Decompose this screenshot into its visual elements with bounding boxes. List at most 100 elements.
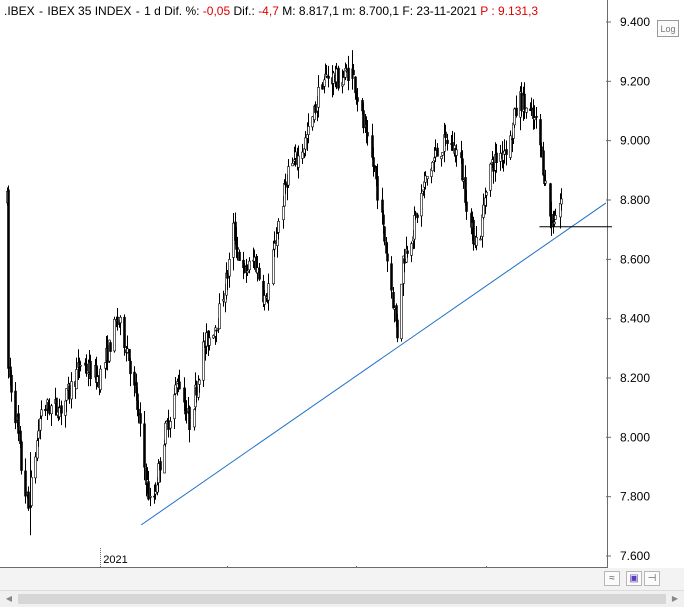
low-value: 8.700,1: [358, 4, 400, 18]
log-scale-button[interactable]: Log: [657, 20, 679, 37]
candle-body: [215, 329, 218, 332]
candle-body: [485, 191, 488, 196]
candle-body: [198, 379, 201, 385]
candle-body: [413, 215, 416, 240]
candle-body: [17, 413, 20, 434]
candle-body: [406, 250, 409, 254]
candle-body: [37, 430, 40, 439]
candle-body: [126, 348, 129, 353]
candle-body: [441, 152, 444, 156]
candle-body: [226, 273, 229, 279]
candle-body: [159, 461, 162, 471]
candle-body: [193, 409, 196, 428]
candle-body: [40, 409, 43, 417]
candle-body: [327, 75, 330, 79]
candle-body: [167, 420, 170, 430]
candle-body: [426, 176, 429, 180]
candle-body: [75, 369, 78, 390]
candle-body: [188, 406, 191, 430]
candle-body: [344, 68, 347, 78]
candle-body: [164, 422, 167, 445]
price-chart[interactable]: 01-Ene-2101-Abr-2101-Jul-2101-Oct-212021…: [0, 0, 684, 590]
candle-body: [489, 163, 492, 191]
candle-body: [444, 131, 447, 138]
candle-body: [143, 423, 146, 468]
scale-icon[interactable]: ≈: [604, 571, 620, 586]
y-tick-label: 9.400: [620, 15, 650, 29]
candle-body: [263, 295, 266, 305]
candle-body: [238, 251, 241, 261]
candle-body: [553, 221, 556, 225]
candle-body: [424, 175, 427, 183]
candle-body: [396, 319, 399, 339]
candle-body: [163, 444, 166, 474]
save-icon[interactable]: ▣: [626, 571, 642, 586]
candle-body: [243, 265, 246, 267]
candle-body: [24, 470, 27, 497]
candle-body: [284, 181, 287, 186]
candle-body: [202, 341, 205, 381]
price-label: P :: [480, 4, 495, 18]
candle-body: [169, 421, 172, 429]
scroll-thumb[interactable]: [18, 594, 666, 604]
candle-body: [174, 384, 177, 394]
candle-body: [381, 199, 384, 213]
candle-body: [44, 408, 47, 412]
candle-body: [267, 283, 270, 301]
candle-body: [39, 418, 42, 431]
candle-body: [195, 386, 198, 396]
candle-body: [337, 67, 340, 89]
candle-body: [400, 283, 403, 339]
candle-body: [410, 243, 413, 256]
candle-body: [157, 463, 160, 483]
change-pct-label: Dif. %:: [164, 4, 200, 18]
scroll-right-arrow-icon[interactable]: ▶: [671, 594, 679, 603]
candle-body: [525, 107, 528, 113]
candle-body: [185, 411, 188, 414]
candle-body: [515, 107, 518, 116]
candle-body: [55, 397, 58, 413]
candle-body: [297, 155, 300, 168]
candle-body: [65, 388, 68, 401]
candle-body: [550, 213, 553, 224]
candle-body: [277, 220, 280, 233]
candle-body: [495, 152, 498, 164]
candle-body: [248, 260, 251, 271]
horizontal-scrollbar[interactable]: ◀ ▶: [0, 590, 684, 607]
candle-body: [479, 238, 482, 241]
candle-body: [282, 206, 285, 220]
change-value: -4,7: [258, 4, 279, 18]
candle-body: [301, 151, 304, 159]
candle-body: [228, 259, 231, 277]
scroll-left-arrow-icon[interactable]: ◀: [5, 594, 13, 603]
candle-body: [382, 214, 385, 225]
candle-body: [50, 405, 53, 415]
candle-body: [475, 236, 478, 246]
y-tick-label: 8.200: [620, 371, 650, 385]
candle-body: [523, 93, 526, 110]
candle-body: [533, 117, 536, 121]
candle-body: [128, 348, 131, 361]
candle-body: [116, 316, 119, 321]
candle-body: [446, 139, 449, 144]
candle-body: [7, 189, 10, 369]
candle-body: [287, 166, 290, 186]
year-label: 2021: [103, 554, 127, 566]
y-tick-label: 9.200: [620, 74, 650, 88]
candle-body: [154, 491, 157, 495]
plot-area[interactable]: [0, 0, 608, 568]
date-value: 23-11-2021: [416, 4, 477, 18]
candle-body: [137, 408, 140, 416]
candle-body: [535, 116, 538, 118]
pin-icon[interactable]: ⊣: [644, 571, 660, 586]
candle-body: [347, 67, 350, 81]
candle-body: [79, 364, 82, 367]
high-label: M:: [282, 4, 296, 18]
candle-body: [109, 342, 112, 352]
candle-body: [70, 381, 73, 400]
candle-body: [14, 390, 17, 424]
interval-label: 1 d: [144, 4, 161, 18]
candle-body: [317, 86, 320, 108]
drawn-lines-layer: [140, 202, 612, 526]
candle-body: [147, 481, 150, 500]
